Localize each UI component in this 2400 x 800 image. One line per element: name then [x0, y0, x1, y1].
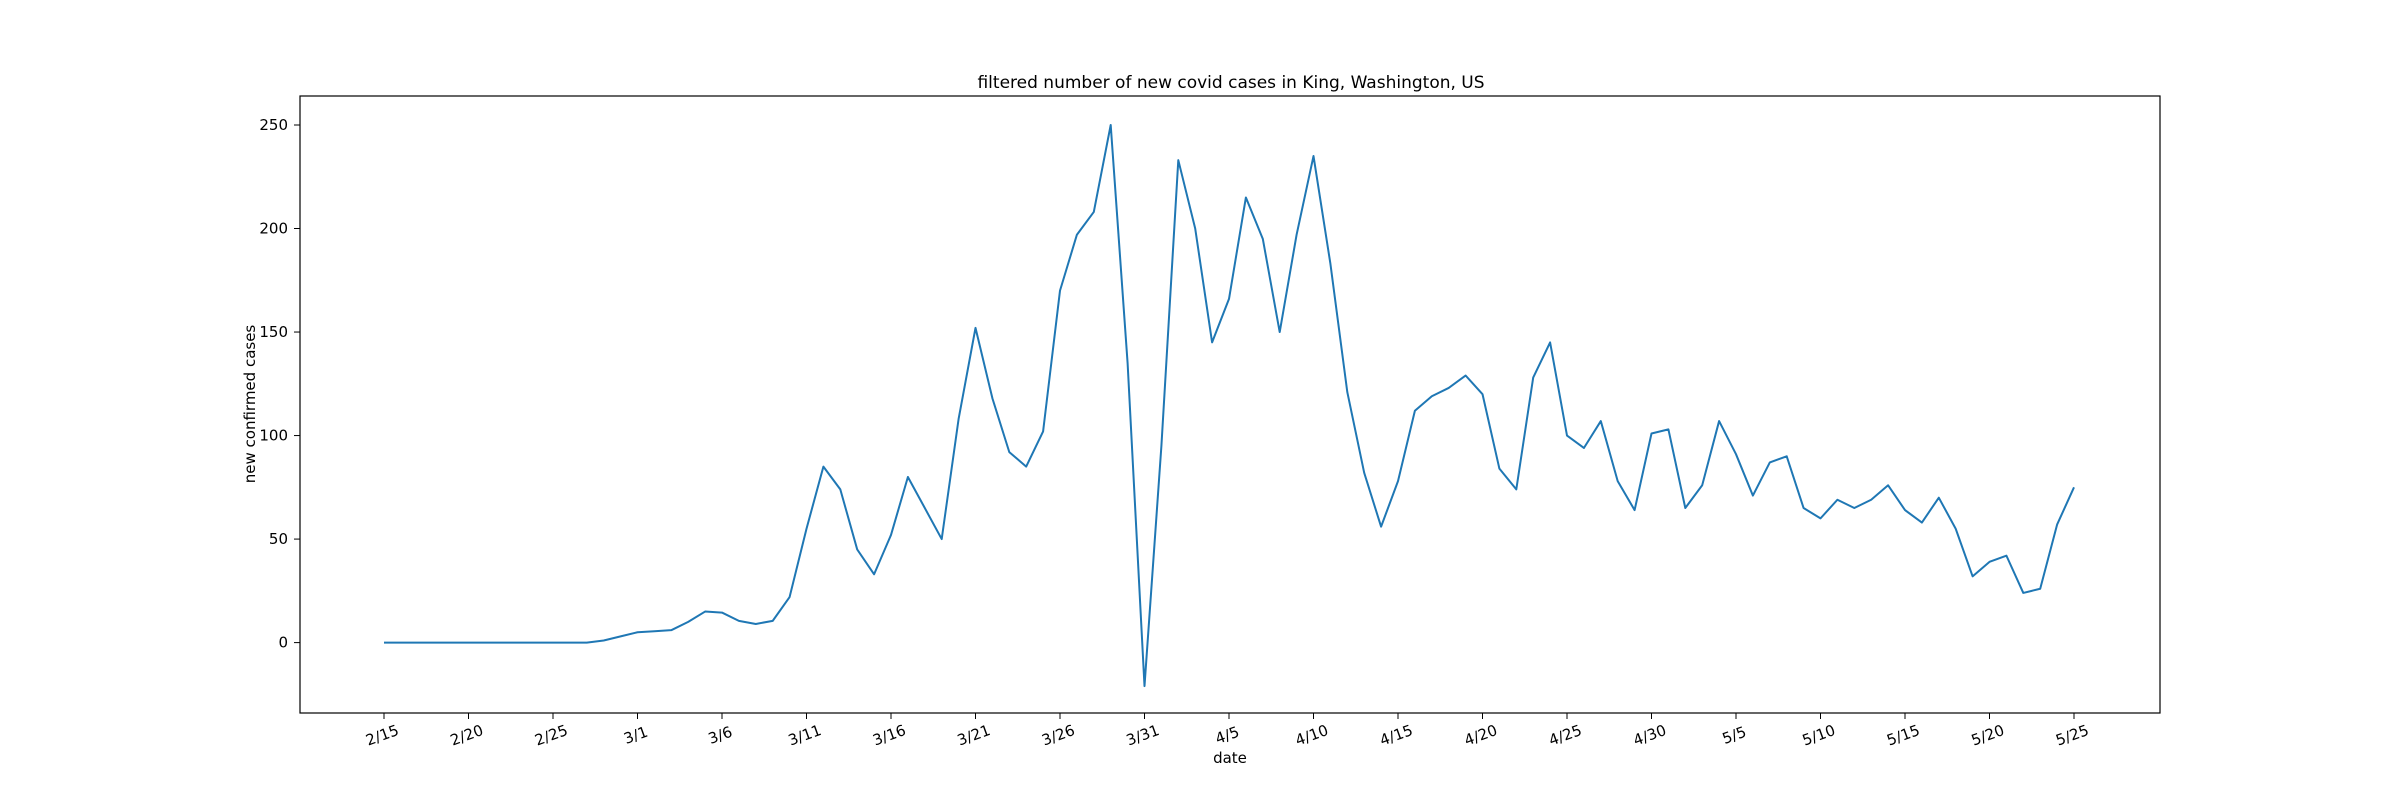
- y-tick-label: 100: [259, 427, 288, 445]
- y-tick-label: 150: [259, 323, 288, 341]
- x-tick-label: 5/20: [1969, 721, 2007, 749]
- y-axis-label: new confirmed cases: [241, 325, 259, 484]
- x-axis-label: date: [1213, 749, 1247, 767]
- x-tick-label: 5/25: [2053, 721, 2091, 749]
- x-tick-label: 3/11: [786, 721, 824, 749]
- series-group: [384, 123, 2075, 688]
- y-tick-label: 50: [269, 530, 288, 548]
- x-tick-label: 2/25: [532, 721, 570, 749]
- x-tick-label: 5/10: [1800, 721, 1838, 749]
- plot-area: [299, 95, 2161, 714]
- x-tick-label: 4/10: [1293, 721, 1331, 749]
- x-tick-label: 3/31: [1124, 721, 1162, 749]
- x-axis: 2/15 2/20 2/25 3/1 3/6 3/11 3/16 3/21 3/26 3/31 4/…: [363, 713, 2091, 750]
- x-tick-label: 3/6: [706, 723, 735, 748]
- y-axis: 0 50 100 150 200 250: [259, 116, 300, 652]
- x-tick-label: 4/20: [1462, 721, 1500, 749]
- series-line-0: [384, 123, 2075, 688]
- x-tick-label: 3/21: [955, 721, 993, 749]
- y-tick-label: 200: [259, 220, 288, 238]
- x-tick-label: 3/16: [870, 721, 908, 749]
- x-tick-label: 5/5: [1720, 723, 1749, 748]
- x-tick-label: 2/20: [448, 721, 486, 749]
- x-tick-label: 4/15: [1377, 721, 1415, 749]
- y-tick-label: 250: [259, 116, 288, 134]
- x-tick-label: 2/15: [363, 721, 401, 749]
- x-tick-label: 4/5: [1213, 723, 1242, 748]
- x-tick-label: 4/30: [1631, 721, 1669, 749]
- chart-title: filtered number of new covid cases in Ki…: [977, 73, 1484, 93]
- x-tick-label: 3/26: [1039, 721, 1077, 749]
- y-tick-label: 0: [278, 634, 288, 652]
- x-tick-label: 4/25: [1546, 721, 1584, 749]
- x-tick-label: 5/15: [1884, 721, 1922, 749]
- x-tick-label: 3/1: [621, 723, 650, 748]
